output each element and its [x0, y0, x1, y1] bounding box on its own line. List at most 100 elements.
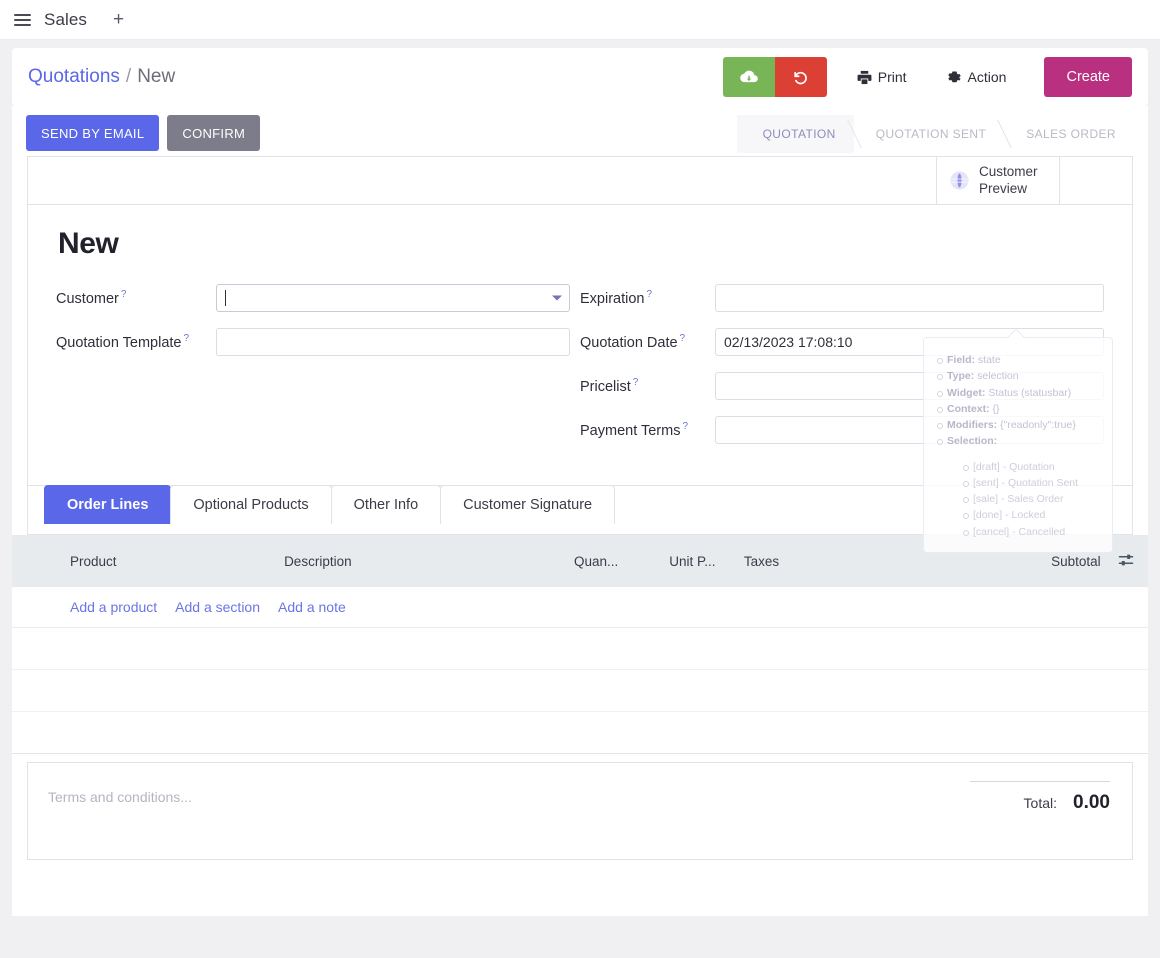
hamburger-icon[interactable] — [8, 6, 36, 34]
add-line-row: Add a product Add a section Add a note — [12, 587, 1148, 628]
help-icon-pricelist[interactable]: ? — [632, 377, 639, 389]
field-control-quotation-date — [715, 328, 1104, 356]
notebook-tabs: Order Lines Optional Products Other Info… — [28, 485, 1132, 524]
quotation-date-input[interactable] — [715, 328, 1104, 356]
tab-other-info[interactable]: Other Info — [330, 485, 442, 524]
app-name-sales[interactable]: Sales — [44, 9, 88, 29]
undo-icon — [792, 69, 809, 86]
tab-customer-signature[interactable]: Customer Signature — [440, 485, 616, 524]
breadcrumb-quotations[interactable]: Quotations — [28, 66, 120, 87]
action-status-bar: SEND BY EMAIL CONFIRM QUOTATION QUOTATIO… — [12, 106, 1148, 156]
total-row: Total: 0.00 — [952, 792, 1110, 814]
add-a-section-link[interactable]: Add a section — [175, 599, 261, 615]
field-control-pricelist — [715, 372, 1104, 400]
breadcrumb: Quotations / New — [28, 66, 175, 88]
empty-cell — [12, 627, 1148, 670]
add-a-note-link[interactable]: Add a note — [278, 599, 346, 615]
cloud-upload-icon — [739, 69, 758, 85]
table-row — [12, 669, 1148, 712]
field-control-customer — [216, 284, 570, 312]
field-control-payment-terms — [715, 416, 1104, 444]
optional-columns-toggle[interactable] — [1108, 535, 1148, 587]
discard-button[interactable] — [774, 57, 827, 97]
form-columns: Customer? Quotation Template? — [56, 283, 1104, 459]
status-step-sales-order[interactable]: SALES ORDER — [1026, 127, 1116, 141]
field-pricelist: Pricelist? — [580, 371, 1104, 401]
order-lines-body: Add a product Add a section Add a note — [12, 587, 1148, 754]
field-customer: Customer? — [56, 283, 570, 313]
globe-icon — [949, 170, 970, 191]
form-sheet-wrapper: Customer Preview New Customer? — [12, 156, 1148, 916]
customer-preview-button[interactable]: Customer Preview — [936, 157, 1060, 204]
control-panel: Quotations / New — [12, 48, 1148, 106]
top-navbar: Sales + — [0, 0, 1160, 40]
expiration-input[interactable] — [715, 284, 1104, 312]
status-bar[interactable]: QUOTATION QUOTATION SENT SALES ORDER — [736, 115, 1134, 153]
customer-preview-label: Customer Preview — [979, 163, 1038, 196]
field-label-quotation-date: Quotation Date? — [580, 333, 686, 351]
confirm-button[interactable]: CONFIRM — [167, 115, 261, 151]
help-icon-quotation-template[interactable]: ? — [183, 333, 190, 345]
sliders-icon — [1118, 552, 1134, 568]
send-by-email-button[interactable]: SEND BY EMAIL — [26, 115, 160, 151]
create-button[interactable]: Create — [1044, 57, 1132, 97]
order-lines-table: Product Description Quan... Unit P... Ta… — [12, 535, 1148, 754]
text-caret — [225, 290, 226, 306]
pricelist-input[interactable] — [715, 372, 1104, 400]
customer-input[interactable] — [216, 284, 570, 312]
status-step-quotation-sent[interactable]: QUOTATION SENT — [854, 115, 1005, 153]
add-a-product-link[interactable]: Add a product — [70, 599, 158, 615]
save-button[interactable] — [722, 57, 775, 97]
payment-terms-input[interactable] — [715, 416, 1104, 444]
quotation-template-input[interactable] — [216, 328, 570, 356]
total-label: Total: — [1023, 795, 1058, 811]
terms-and-totals: Terms and conditions... Total: 0.00 — [27, 762, 1133, 860]
sheet-button-box: Customer Preview — [28, 157, 1132, 205]
breadcrumb-current: New — [137, 66, 176, 87]
field-label-quotation-template: Quotation Template? — [56, 333, 190, 351]
field-label-pricelist: Pricelist? — [580, 377, 639, 395]
form-column-left: Customer? Quotation Template? — [56, 283, 580, 459]
column-header-taxes[interactable]: Taxes — [735, 535, 985, 587]
field-payment-terms: Payment Terms? — [580, 415, 1104, 445]
form-sheet: Customer Preview New Customer? — [27, 156, 1133, 553]
add-icon[interactable]: + — [113, 9, 125, 30]
column-header-product[interactable]: Product — [12, 535, 277, 587]
printer-icon — [857, 70, 872, 85]
print-label: Print — [877, 69, 907, 85]
table-header-row: Product Description Quan... Unit P... Ta… — [12, 535, 1148, 587]
total-value: 0.00 — [1073, 792, 1110, 813]
column-header-unit-price[interactable]: Unit P... — [661, 535, 736, 587]
save-discard-group — [722, 57, 827, 97]
column-header-description[interactable]: Description — [276, 535, 567, 587]
print-button[interactable]: Print — [847, 63, 917, 91]
control-panel-actions: Print Action Create — [722, 57, 1132, 97]
totals-divider — [970, 781, 1110, 782]
sheet-body: New Customer? — [28, 205, 1132, 534]
field-quotation-template: Quotation Template? — [56, 327, 570, 357]
action-button[interactable]: Action — [937, 63, 1017, 91]
help-icon-payment-terms[interactable]: ? — [682, 421, 689, 433]
table-row — [12, 711, 1148, 754]
field-label-expiration: Expiration? — [580, 289, 653, 307]
add-line-cell: Add a product Add a section Add a note — [12, 587, 1148, 628]
status-step-quotation[interactable]: QUOTATION — [736, 115, 854, 153]
terms-and-conditions-input[interactable]: Terms and conditions... — [48, 789, 192, 805]
gear-icon — [947, 70, 962, 85]
field-control-expiration — [715, 284, 1104, 312]
order-lines-header: Product Description Quan... Unit P... Ta… — [12, 535, 1148, 587]
help-icon-customer[interactable]: ? — [120, 289, 127, 301]
help-icon-expiration[interactable]: ? — [646, 289, 653, 301]
tab-order-lines[interactable]: Order Lines — [44, 485, 172, 524]
help-icon-quotation-date[interactable]: ? — [679, 333, 686, 345]
field-expiration: Expiration? — [580, 283, 1104, 313]
form-column-right: Expiration? Quotation Date? — [580, 283, 1104, 459]
totals-block: Total: 0.00 — [942, 763, 1132, 859]
column-header-subtotal[interactable]: Subtotal — [984, 535, 1109, 587]
empty-cell — [12, 669, 1148, 712]
add-links: Add a product Add a section Add a note — [70, 599, 1140, 615]
field-control-quotation-template — [216, 328, 570, 356]
tab-optional-products[interactable]: Optional Products — [170, 485, 332, 524]
column-header-quantity[interactable]: Quan... — [566, 535, 662, 587]
field-label-customer: Customer? — [56, 289, 127, 307]
